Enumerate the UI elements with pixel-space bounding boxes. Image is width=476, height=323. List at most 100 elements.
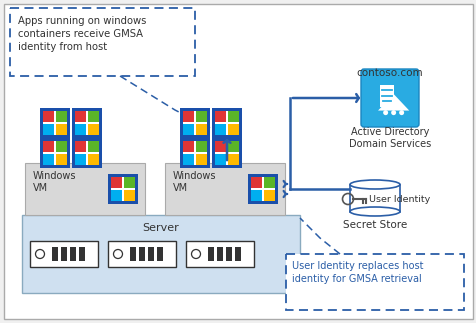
Bar [263, 177, 275, 188]
Bar [250, 177, 275, 201]
Bar [215, 111, 226, 122]
Bar [227, 154, 238, 165]
Bar [227, 111, 238, 122]
Circle shape [35, 249, 44, 258]
Bar [195, 154, 207, 165]
Bar [195, 124, 207, 135]
Bar [379, 85, 393, 107]
Bar [148, 247, 154, 261]
Text: Apps running on windows
containers receive GMSA
identity from host: Apps running on windows containers recei… [18, 16, 146, 52]
Bar [227, 141, 238, 152]
Bar [43, 141, 54, 152]
Bar [72, 108, 102, 138]
Bar [79, 247, 85, 261]
Bar [263, 190, 275, 201]
Bar [111, 177, 135, 201]
Bar [75, 154, 86, 165]
Bar [208, 247, 214, 261]
Bar [72, 138, 102, 168]
Text: Active Directory
Domain Services: Active Directory Domain Services [348, 127, 430, 149]
Bar [52, 247, 58, 261]
Bar [235, 247, 240, 261]
Text: Server: Server [142, 223, 179, 233]
Ellipse shape [349, 207, 399, 216]
Bar [75, 124, 86, 135]
Text: User Identity: User Identity [368, 194, 429, 203]
Bar [75, 141, 99, 165]
Bar [88, 124, 99, 135]
FancyBboxPatch shape [286, 254, 463, 310]
Bar [30, 241, 98, 267]
Bar [250, 190, 262, 201]
Bar [157, 247, 163, 261]
Bar [195, 111, 207, 122]
Bar [139, 247, 145, 261]
Bar [183, 111, 194, 122]
Bar [183, 124, 194, 135]
Text: Windows
VM: Windows VM [173, 171, 216, 193]
FancyBboxPatch shape [10, 8, 195, 76]
Bar [88, 154, 99, 165]
Bar [215, 141, 226, 152]
Bar [180, 138, 209, 168]
Bar [130, 247, 136, 261]
Bar [56, 124, 67, 135]
Text: contoso.com: contoso.com [356, 68, 422, 78]
Bar [165, 163, 284, 215]
Bar [43, 141, 67, 165]
Bar [217, 247, 223, 261]
Bar [123, 177, 135, 188]
Bar [56, 154, 67, 165]
Bar [183, 111, 207, 135]
Circle shape [390, 110, 395, 115]
Bar [186, 241, 253, 267]
FancyBboxPatch shape [360, 69, 418, 127]
Bar [40, 108, 69, 138]
Bar [75, 141, 86, 152]
Bar [215, 124, 226, 135]
Bar [248, 174, 278, 204]
Circle shape [113, 249, 122, 258]
Bar [56, 141, 67, 152]
Bar [40, 138, 69, 168]
Bar [108, 174, 138, 204]
Bar [43, 124, 54, 135]
Bar [212, 108, 241, 138]
Bar [25, 163, 145, 215]
Bar [75, 111, 99, 135]
Text: User Identity replaces host
identity for GMSA retrieval: User Identity replaces host identity for… [291, 261, 423, 284]
Bar [43, 111, 54, 122]
Bar [180, 108, 209, 138]
Circle shape [382, 110, 387, 115]
Bar [88, 111, 99, 122]
Bar [108, 241, 176, 267]
Bar [61, 247, 67, 261]
Bar [183, 141, 207, 165]
Bar [70, 247, 76, 261]
Polygon shape [377, 94, 408, 110]
Circle shape [191, 249, 200, 258]
Bar [226, 247, 231, 261]
Bar [43, 154, 54, 165]
Bar [111, 177, 122, 188]
Ellipse shape [349, 180, 399, 189]
Circle shape [398, 110, 403, 115]
Text: Secret Store: Secret Store [342, 220, 407, 230]
Bar [215, 154, 226, 165]
Bar [22, 215, 299, 293]
Bar [183, 141, 194, 152]
Bar [43, 111, 67, 135]
Bar [111, 190, 122, 201]
Bar [215, 111, 238, 135]
Bar [195, 141, 207, 152]
Bar [212, 138, 241, 168]
Bar [250, 177, 262, 188]
Bar [215, 141, 238, 165]
Bar [349, 184, 399, 212]
Bar [88, 141, 99, 152]
Bar [183, 154, 194, 165]
Bar [75, 111, 86, 122]
Bar [227, 124, 238, 135]
Text: Windows
VM: Windows VM [33, 171, 76, 193]
Bar [56, 111, 67, 122]
